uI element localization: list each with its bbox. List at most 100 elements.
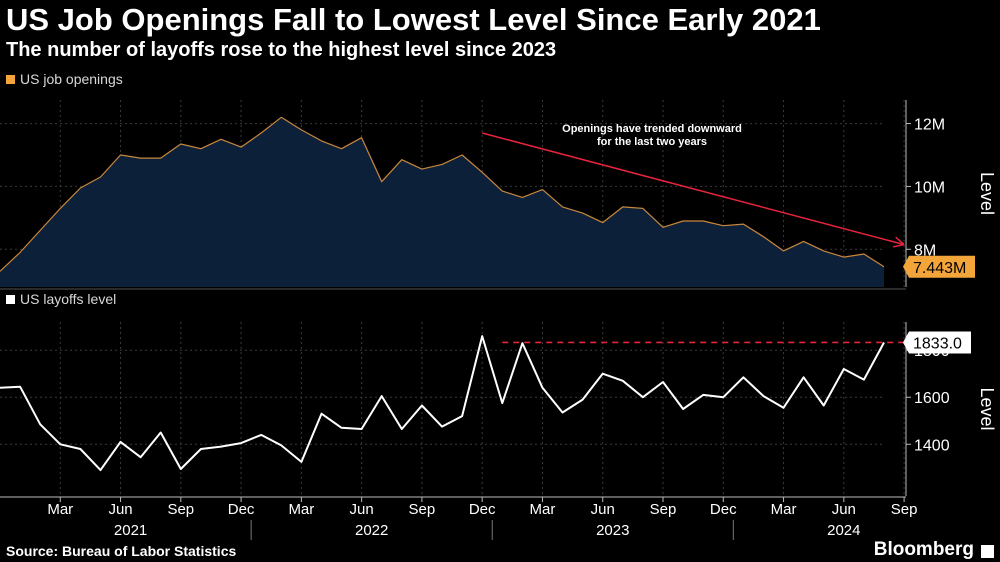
data-point	[482, 172, 483, 173]
data-point	[220, 139, 221, 140]
data-point	[40, 230, 41, 231]
data-point	[682, 408, 683, 409]
data-point	[783, 407, 784, 408]
last-value-label: 7.443M	[913, 260, 966, 277]
series-line	[0, 335, 885, 472]
data-point	[261, 132, 262, 133]
chart-subtitle: The number of layoffs rose to the highes…	[6, 39, 557, 61]
annotation-text: for the last two years	[597, 136, 707, 148]
x-tick-label: Dec	[710, 501, 737, 518]
x-year-label: 2023	[596, 522, 629, 539]
data-point	[582, 399, 583, 400]
x-tick-label: Jun	[108, 501, 132, 518]
data-point	[180, 468, 181, 469]
x-tick-label: Mar	[47, 501, 73, 518]
data-point	[863, 253, 864, 254]
data-point	[763, 395, 764, 396]
data-point	[723, 397, 724, 398]
last-value-badge	[903, 331, 971, 354]
source-note: Source: Bureau of Labor Statistics	[6, 543, 237, 559]
x-tick-label: Jun	[832, 501, 856, 518]
data-point	[381, 181, 382, 182]
x-tick-label: Dec	[469, 501, 496, 518]
data-point	[642, 397, 643, 398]
data-point	[843, 257, 844, 258]
data-point	[120, 154, 121, 155]
legend-label: US job openings	[20, 71, 123, 87]
x-tick-label: Jun	[350, 501, 374, 518]
data-point	[421, 405, 422, 406]
x-tick-label: Sep	[891, 501, 918, 518]
brand-mark-icon	[981, 545, 994, 558]
data-point	[542, 387, 543, 388]
data-point	[240, 442, 241, 443]
panel-job-openings: US job openings Openings have trended dow…	[0, 71, 997, 287]
x-year-label: 2024	[827, 522, 860, 539]
legend-label: US layoffs level	[20, 291, 116, 307]
data-point	[281, 117, 282, 118]
data-point	[662, 381, 663, 382]
data-point	[361, 137, 362, 138]
data-point	[381, 395, 382, 396]
data-point	[40, 424, 41, 425]
data-point	[341, 148, 342, 149]
x-year-label: 2021	[114, 522, 147, 539]
data-point	[823, 250, 824, 251]
data-point	[401, 428, 402, 429]
data-point	[19, 252, 20, 253]
legend-swatch	[6, 295, 15, 304]
data-point	[321, 140, 322, 141]
data-point	[843, 368, 844, 369]
data-point	[602, 222, 603, 223]
data-point	[321, 413, 322, 414]
series-area-fill	[0, 117, 884, 287]
data-point	[562, 206, 563, 207]
data-point	[200, 448, 201, 449]
data-point	[261, 434, 262, 435]
data-point	[80, 187, 81, 188]
data-point	[803, 377, 804, 378]
data-point	[522, 197, 523, 198]
brand-logo: Bloomberg	[873, 539, 974, 560]
data-point	[542, 189, 543, 190]
data-point	[883, 266, 884, 267]
y-axis-title: Level	[977, 172, 997, 215]
data-point	[703, 220, 704, 221]
data-point	[100, 470, 101, 471]
data-point	[883, 342, 884, 343]
x-tick-label: Jun	[591, 501, 615, 518]
x-year-label: 2022	[355, 522, 388, 539]
y-tick-label: 1400	[914, 437, 950, 454]
data-point	[642, 208, 643, 209]
data-point	[140, 457, 141, 458]
data-point	[502, 403, 503, 404]
y-tick-label: 10M	[914, 179, 945, 196]
panel-layoffs: US layoffs level140016001800Level1833.0	[0, 291, 997, 496]
data-point	[783, 250, 784, 251]
data-point	[743, 377, 744, 378]
x-tick-label: Mar	[288, 501, 314, 518]
data-point	[863, 379, 864, 380]
chart-title: US Job Openings Fall to Lowest Level Sin…	[6, 2, 821, 37]
data-point	[281, 445, 282, 446]
data-point	[160, 158, 161, 159]
data-point	[200, 148, 201, 149]
data-point	[582, 213, 583, 214]
x-tick-label: Dec	[228, 501, 255, 518]
data-point	[160, 432, 161, 433]
x-tick-label: Mar	[771, 501, 797, 518]
x-tick-label: Sep	[650, 501, 677, 518]
last-value-label: 1833.0	[913, 335, 962, 352]
data-point	[240, 147, 241, 148]
data-point	[482, 336, 483, 337]
y-tick-label: 1600	[914, 390, 950, 407]
data-point	[803, 241, 804, 242]
data-point	[622, 206, 623, 207]
data-point	[703, 394, 704, 395]
annotation-text: Openings have trended downward	[562, 123, 742, 135]
data-point	[461, 154, 462, 155]
data-point	[100, 176, 101, 177]
y-tick-label: 8M	[914, 242, 936, 259]
data-point	[180, 143, 181, 144]
